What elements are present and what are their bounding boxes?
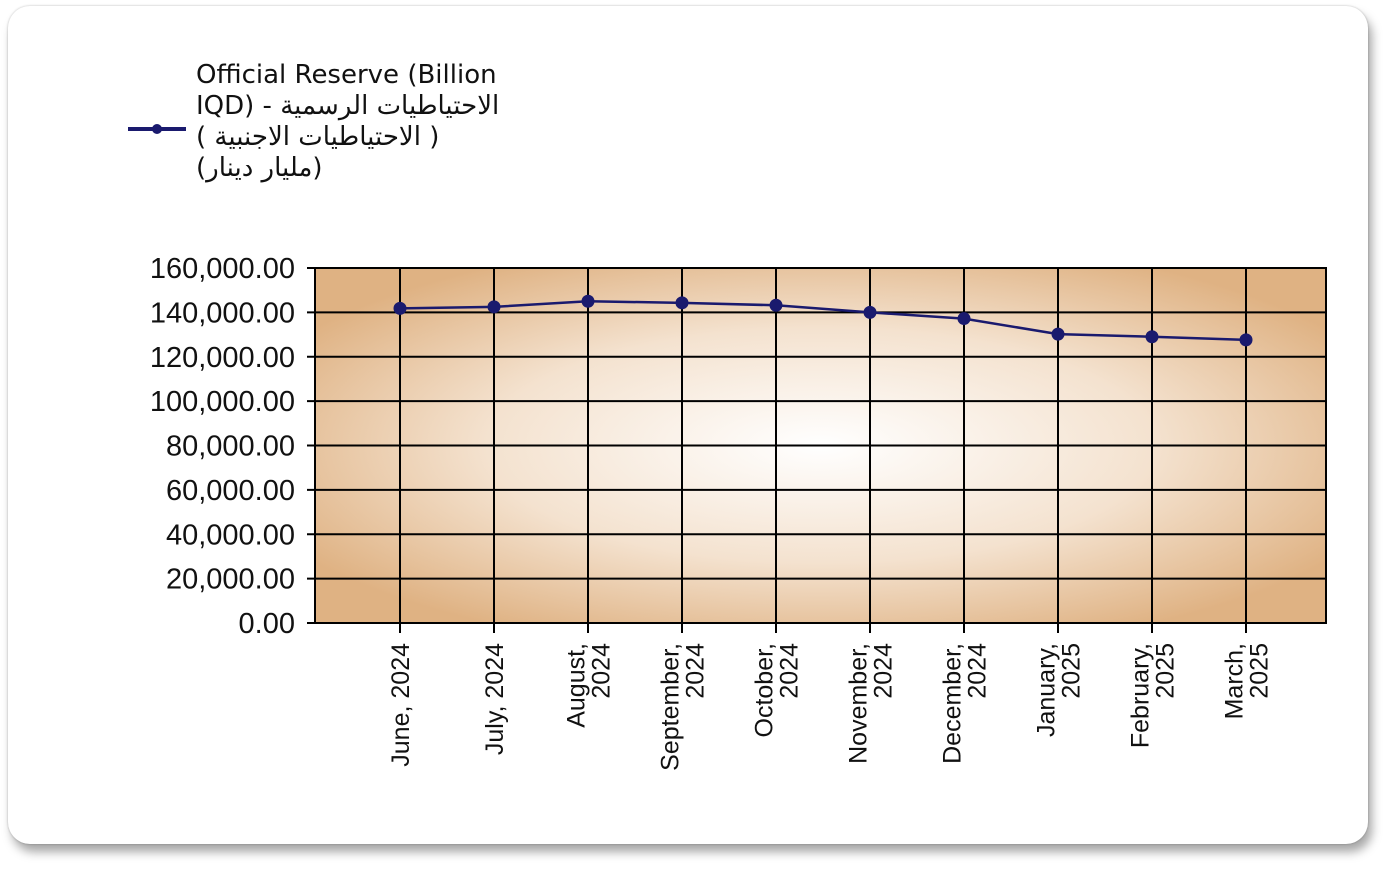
x-tick-label-line: 2025 xyxy=(1058,643,1086,699)
x-tick-label-line: March, xyxy=(1221,643,1249,719)
data-point xyxy=(581,294,595,308)
legend-swatch xyxy=(128,124,186,134)
x-tick-label-line: 2025 xyxy=(1246,643,1274,699)
x-tick-label-line: November, xyxy=(845,643,873,764)
data-point xyxy=(1145,330,1159,344)
y-tick-label: 160,000.00 xyxy=(150,253,295,285)
x-tick-label: January,2025 xyxy=(1033,643,1086,737)
data-point xyxy=(1051,327,1065,341)
x-tick-label: March,2025 xyxy=(1221,643,1274,719)
x-tick-label: June, 2024 xyxy=(387,643,415,767)
x-tick-label-line: December, xyxy=(939,643,967,764)
y-tick-label: 100,000.00 xyxy=(150,386,295,418)
x-tick-label: July, 2024 xyxy=(481,643,509,755)
data-point xyxy=(957,312,971,326)
x-tick-label: December,2024 xyxy=(939,643,992,764)
x-tick-label: February,2025 xyxy=(1127,643,1180,748)
data-point xyxy=(675,296,689,310)
data-point xyxy=(487,300,501,314)
x-tick-label-line: 2024 xyxy=(964,643,992,699)
x-tick-label-line: June, 2024 xyxy=(387,643,415,767)
series-line xyxy=(399,300,1247,342)
y-tick-label: 40,000.00 xyxy=(166,519,295,551)
x-tick-label-line: February, xyxy=(1127,643,1155,748)
x-tick-label-line: 2024 xyxy=(588,643,616,699)
y-tick-label: 60,000.00 xyxy=(166,475,295,507)
data-point xyxy=(1239,333,1253,347)
x-tick-label-line: 2025 xyxy=(1152,643,1180,699)
x-tick-label-line: 2024 xyxy=(682,643,710,699)
x-tick-label: November,2024 xyxy=(845,643,898,764)
x-tick-label-line: January, xyxy=(1033,643,1061,737)
data-point xyxy=(393,301,407,315)
x-tick-label: September,2024 xyxy=(657,643,710,771)
x-tick-label: October,2024 xyxy=(751,643,804,738)
legend-label: Official Reserve (Billion IQD) - الاحتيا… xyxy=(196,60,500,183)
y-tick-label: 120,000.00 xyxy=(150,342,295,374)
x-tick-label-line: October, xyxy=(751,643,779,738)
y-tick-label: 20,000.00 xyxy=(166,564,295,596)
y-tick-label: 140,000.00 xyxy=(150,297,295,329)
x-tick-label-line: 2024 xyxy=(776,643,804,699)
data-point xyxy=(863,305,877,319)
x-tick-label-line: August, xyxy=(563,643,591,728)
data-point xyxy=(769,298,783,312)
x-tick-label-line: July, 2024 xyxy=(481,643,509,755)
x-tick-label-line: 2024 xyxy=(870,643,898,699)
x-tick-label-line: September, xyxy=(657,643,685,771)
x-tick-label: August,2024 xyxy=(563,643,616,728)
y-tick-label: 80,000.00 xyxy=(166,431,295,463)
y-tick-label: 0.00 xyxy=(239,608,295,640)
